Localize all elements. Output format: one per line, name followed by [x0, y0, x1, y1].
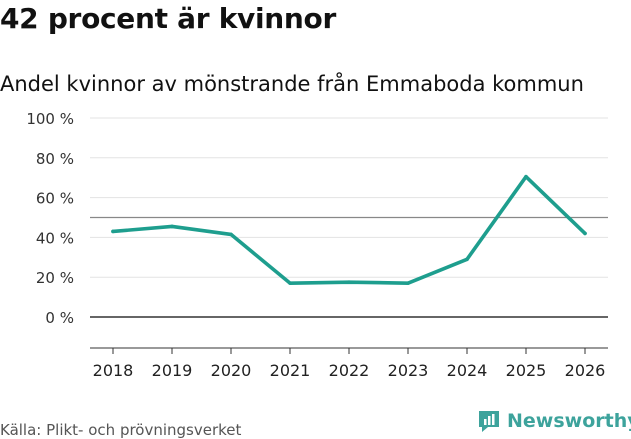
source-note: Källa: Plikt- och prövningsverket: [0, 421, 242, 439]
x-tick-label-2018: 2018: [93, 361, 134, 380]
y-tick-label-20: 20 %: [36, 269, 74, 287]
data-point-2018: [111, 229, 115, 234]
data-point-2025: [524, 174, 528, 179]
data-point-2024: [465, 257, 469, 262]
x-tick-label-2021: 2021: [270, 361, 311, 380]
series-line-0: [111, 174, 587, 285]
chart-subtitle: Andel kvinnor av mönstrande från Emmabod…: [0, 72, 584, 96]
x-tick-label-2024: 2024: [447, 361, 488, 380]
x-tick-label-2023: 2023: [388, 361, 429, 380]
y-tick-label-100: 100 %: [26, 110, 74, 128]
x-tick-label-2019: 2019: [152, 361, 193, 380]
newsworthy-logo-text: Newsworthy: [507, 410, 631, 432]
newsworthy-logo: Newsworthy: [476, 408, 631, 434]
x-tick-label-2025: 2025: [506, 361, 547, 380]
y-tick-label-60: 60 %: [36, 190, 74, 208]
x-tick-label-2022: 2022: [329, 361, 370, 380]
data-point-2022: [347, 280, 351, 284]
data-point-2020: [229, 232, 233, 237]
y-tick-label-80: 80 %: [36, 150, 74, 168]
data-point-2026: [583, 231, 587, 236]
data-point-2023: [406, 281, 410, 285]
x-tick-label-2026: 2026: [565, 361, 606, 380]
chart-title: 42 procent är kvinnor: [0, 2, 336, 35]
y-tick-label-40: 40 %: [36, 229, 74, 247]
newsworthy-logo-icon: [479, 411, 499, 432]
y-tick-label-0: 0 %: [45, 309, 74, 327]
data-point-2019: [170, 224, 174, 229]
data-point-2021: [288, 281, 292, 285]
x-tick-label-2020: 2020: [211, 361, 252, 380]
